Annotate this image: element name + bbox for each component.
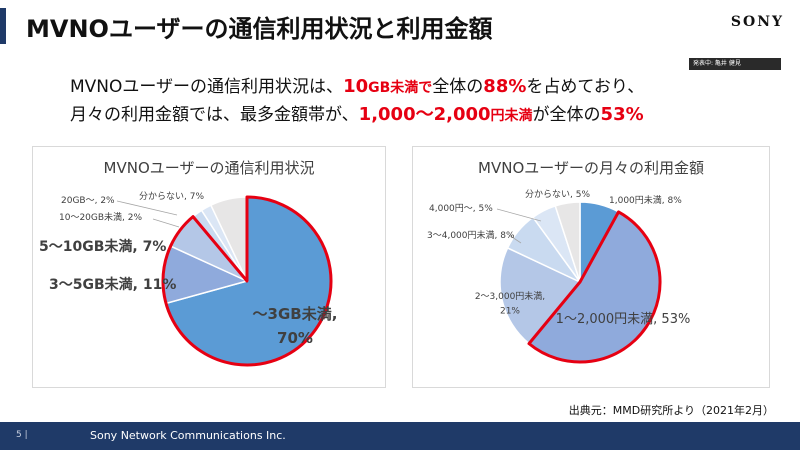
chart-title: MVNOユーザーの月々の利用金額 — [478, 159, 704, 177]
highlight-number: 10 — [343, 76, 369, 97]
spending-chart-panel: MVNOユーザーの月々の利用金額 1,000円未満, 8% 1〜2,000円未満,… — [412, 146, 770, 388]
pie-slice-3 — [499, 246, 582, 345]
lead-text: MVNOユーザーの通信利用状況は、 — [70, 77, 344, 97]
data-label-2-3-000: 2〜3,000円未満, 21% — [475, 290, 545, 316]
data-label-item: 分からない, 7% — [139, 191, 204, 202]
highlight-88-percent: 88% — [483, 76, 527, 97]
data-label-item: 分からない, 5% — [525, 189, 590, 200]
title-accent-bar — [0, 8, 6, 44]
highlight-outline — [161, 195, 333, 367]
highlight-price-range: 1,000〜2,000円未満 — [359, 104, 533, 125]
data-label-5-10gb: 5〜10GB未満, 7% — [39, 238, 166, 255]
data-label-3-5gb: 3〜5GB未満, 11% — [49, 276, 176, 293]
data-label-1-000: 1,000円未満, 8% — [609, 194, 682, 206]
data-label-3-4-000: 3〜4,000円未満, 8% — [427, 229, 515, 241]
data-label-10-20gb: 10〜20GB未満, 2% — [59, 211, 143, 223]
highlight-outline — [527, 210, 662, 364]
page-number: 5 | — [16, 430, 28, 440]
pie-slice-6 — [554, 201, 581, 283]
sony-logo: SONY — [730, 14, 784, 30]
highlight-53-percent: 53% — [600, 104, 644, 125]
data-label-1-2-000: 1〜2,000円未満, 53% — [556, 312, 691, 327]
chart-title: MVNOユーザーの通信利用状況 — [103, 159, 315, 177]
company-name: Sony Network Communications Inc. — [90, 429, 286, 442]
source-note: 出典元：MMD研究所より（2021年2月） — [568, 404, 774, 417]
lead-line-2: 月々の利用金額では、最多金額帯が、1,000〜2,000円未満が全体の53% — [70, 100, 644, 126]
footer-bar: 5 | Sony Network Communications Inc. — [0, 422, 800, 450]
leader-line — [152, 218, 180, 228]
usage-pie-chart: 〜3GB未満, 70% 3〜5GB未満, 11% 5〜10GB未満, 7% 10〜20G… — [39, 191, 338, 367]
leader-line — [496, 208, 542, 222]
data-label-4-000: 4,000円〜, 5% — [429, 203, 493, 214]
leader-line — [116, 200, 178, 216]
lead-text: 全体の — [432, 77, 484, 97]
highlight-10gb: 10GB未満で — [343, 76, 432, 97]
highlight-unit: GB未満で — [368, 80, 433, 96]
leader-line — [508, 234, 522, 244]
lead-line-1: MVNOユーザーの通信利用状況は、10GB未満で全体の88%を占めており、 — [70, 72, 644, 97]
slide-title: MVNOユーザーの通信利用状況と利用金額 — [26, 15, 493, 43]
lead-text: 月々の利用金額では、最多金額帯が、 — [70, 105, 359, 125]
data-label-20gb: 20GB〜, 2% — [61, 196, 115, 206]
presenter-badge: 発表中: 亀井 健見 — [689, 58, 781, 70]
lead-text: を占めており、 — [526, 77, 645, 97]
highlight-number: 1,000〜2,000 — [358, 104, 491, 125]
usage-chart-panel: MVNOユーザーの通信利用状況 〜3GB未満, 70% 3〜5GB未満, 11% 5〜… — [32, 146, 386, 388]
highlight-unit: 円未満 — [490, 108, 533, 124]
data-label-3gb: 〜3GB未満, 70% — [253, 305, 338, 347]
lead-text: が全体の — [532, 105, 601, 125]
spending-pie-chart: 1,000円未満, 8% 1〜2,000円未満, 53% 2〜3,000円未満, 21… — [427, 189, 691, 364]
